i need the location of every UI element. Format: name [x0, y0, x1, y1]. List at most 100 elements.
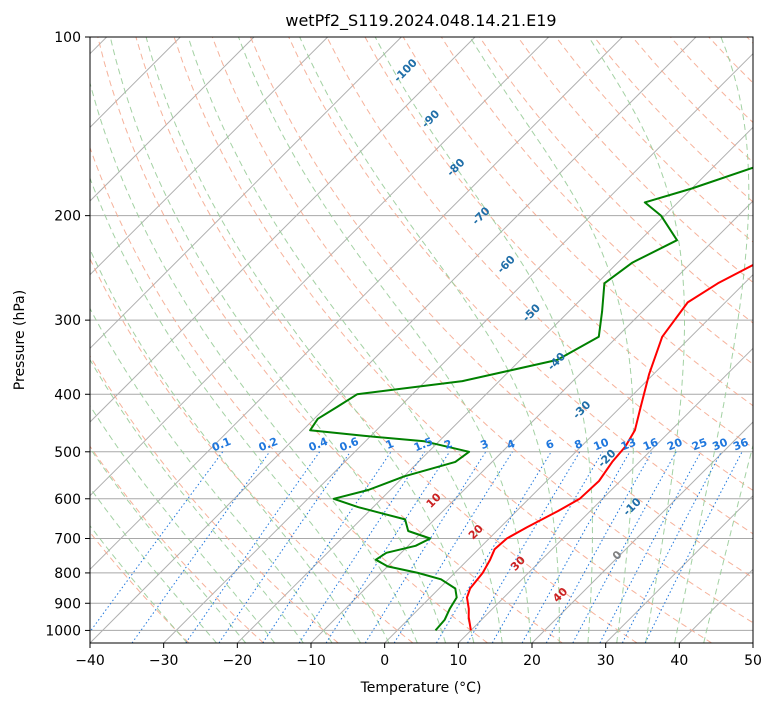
mixing-ratio-line	[364, 451, 487, 643]
isotherm-line	[90, 37, 329, 276]
isotherm-line	[752, 642, 753, 643]
y-tick-label: 200	[54, 209, 81, 225]
y-tick-label: 800	[54, 566, 81, 582]
moist-adiabat-line	[90, 176, 390, 643]
moist-adiabat-line	[90, 524, 188, 643]
x-tick-label: 40	[670, 653, 688, 669]
x-axis-label: Temperature (°C)	[360, 680, 482, 696]
mixing-ratio-label: 6	[544, 437, 556, 452]
dewpoint-profile	[309, 166, 753, 632]
moist-adiabat-label: -30	[570, 398, 593, 421]
mixing-ratio-label: 1	[384, 437, 396, 452]
moist-adiabat-label: -40	[545, 350, 568, 373]
dry-adiabat-line	[402, 37, 753, 407]
mixing-ratio-line	[467, 451, 581, 643]
x-tick-label: 20	[523, 653, 541, 669]
y-tick-label: 100	[54, 30, 81, 46]
moist-adiabat-line	[187, 37, 503, 643]
mixing-ratio-label: 13	[619, 436, 638, 454]
mixing-ratio-line	[298, 451, 426, 643]
mixing-ratio-label: 16	[641, 436, 660, 454]
dry-adiabat-label: 20	[466, 522, 486, 542]
mixing-ratio-line	[185, 451, 321, 643]
mixing-ratio-line	[572, 451, 677, 643]
x-tick-label: −40	[75, 653, 105, 669]
mixing-ratio-line	[435, 451, 552, 643]
dry-adiabat-line	[631, 37, 753, 163]
moist-adiabat-line	[90, 248, 362, 643]
moist-adiabat-line	[90, 404, 275, 643]
dry-adiabat-line	[90, 257, 414, 643]
moist-adiabat-label: -90	[419, 107, 442, 130]
dry-adiabat-label: 30	[508, 553, 528, 573]
isotherm-line	[163, 52, 753, 643]
isotherm-line	[90, 37, 255, 202]
temperature-profile	[466, 263, 753, 631]
mixing-ratio-label: 4	[505, 437, 517, 452]
dry-adiabat-line	[90, 445, 264, 643]
y-tick-label: 500	[54, 445, 81, 461]
moist-adiabat-label: -80	[444, 156, 467, 179]
dry-adiabat-line	[708, 37, 753, 84]
moist-adiabat-line	[238, 37, 532, 643]
label-layer: 0.1 0.2 0.4 0.6 1 1.5 2 3 4 6 8 10 13 16 20 25 30 36-100-…	[210, 56, 751, 605]
moist-adiabat-label: -60	[495, 253, 518, 276]
mixing-ratio-label: 25	[690, 436, 709, 454]
isotherm-line	[90, 37, 402, 350]
moist-adiabat-line	[703, 443, 753, 643]
dry-adiabat-label: 10	[424, 490, 444, 510]
series-layer	[309, 166, 753, 632]
mixing-ratio-line	[325, 451, 451, 643]
moist-adiabat-line	[299, 37, 560, 643]
dry-adiabat-line	[555, 37, 753, 243]
moist-adiabat-line	[145, 37, 475, 643]
mixing-ratio-line	[131, 451, 271, 643]
chart-title: wetPf2_S119.2024.048.14.21.E19	[285, 11, 556, 31]
mixing-ratio-line	[262, 451, 392, 643]
moist-adiabat-line	[109, 37, 447, 643]
moist-adiabat-line	[469, 37, 634, 643]
isotherm-line	[457, 347, 753, 643]
moist-adiabat-label: 0	[610, 548, 625, 563]
y-tick-label: 1000	[45, 623, 81, 639]
isotherm-line	[236, 126, 753, 643]
moist-adiabat-line	[90, 487, 217, 643]
dry-adiabat-line	[746, 37, 753, 44]
mixing-ratio-line	[90, 451, 224, 633]
y-tick-label: 600	[54, 492, 81, 508]
x-tick-label: 10	[449, 653, 467, 669]
isotherm-line	[90, 37, 623, 571]
x-tick-label: −20	[223, 653, 253, 669]
dry-adiabat-line	[517, 37, 753, 284]
grid-layer	[90, 37, 753, 643]
isotherm-line	[605, 494, 753, 643]
plot-area: 0.1 0.2 0.4 0.6 1 1.5 2 3 4 6 8 10 13 16 20 25 30 36-100-…	[90, 37, 753, 643]
isotherm-line	[310, 200, 753, 643]
x-tick-label: −30	[149, 653, 179, 669]
mixing-ratio-line	[644, 451, 743, 643]
moist-adiabat-line	[90, 358, 304, 643]
moist-adiabat-line	[90, 81, 418, 643]
plot-frame	[89, 36, 754, 644]
y-tick-label: 300	[54, 313, 81, 329]
y-axis-label: Pressure (hPa)	[12, 290, 28, 390]
x-tick-label: 30	[597, 653, 615, 669]
y-tick-label: 900	[54, 596, 81, 612]
dry-adiabat-line	[97, 37, 563, 643]
moist-adiabat-line	[374, 37, 593, 643]
dry-adiabat-line	[326, 37, 753, 492]
x-tick-label: 0	[380, 653, 389, 669]
mixing-ratio-label: 2	[442, 437, 454, 452]
dry-adiabat-line	[670, 37, 753, 124]
moist-adiabat-label: -100	[391, 56, 420, 85]
y-tick-label: 400	[54, 387, 81, 403]
mixing-ratio-line	[521, 451, 631, 643]
isotherm-line	[90, 37, 476, 423]
moist-adiabat-label: -70	[469, 204, 492, 227]
moist-adiabat-line	[90, 307, 333, 643]
mixing-ratio-label: 10	[592, 436, 611, 454]
isotherm-line	[531, 421, 753, 643]
y-tick-label: 700	[54, 532, 81, 548]
x-tick-label: −10	[296, 653, 326, 669]
moist-adiabat-label: -50	[520, 301, 543, 324]
